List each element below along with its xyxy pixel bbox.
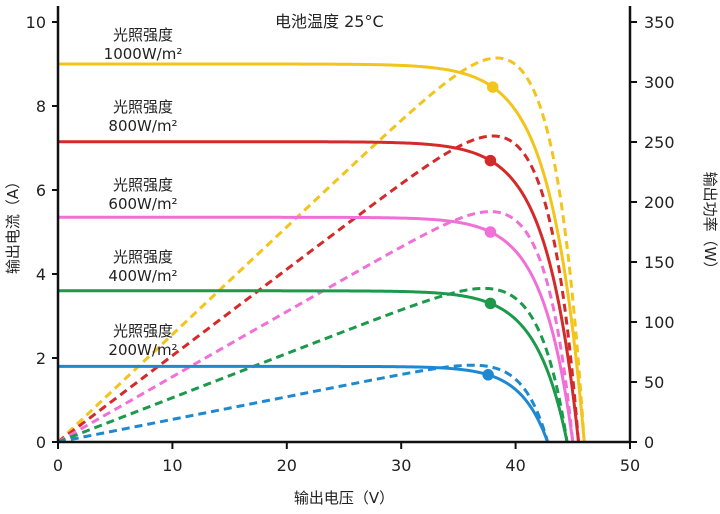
x-tick-label: 0 (53, 456, 63, 475)
y-right-tick-label: 250 (644, 133, 675, 152)
mpp-marker (484, 297, 497, 310)
mpp-marker (482, 369, 494, 381)
y-right-tick-label: 0 (644, 433, 654, 452)
irradiance-label-title: 光照强度 (113, 176, 173, 194)
y-right-tick-label: 100 (644, 313, 675, 332)
y-left-tick-label: 2 (36, 349, 46, 368)
power-curve (57, 134, 581, 444)
y-left-tick-label: 10 (26, 13, 46, 32)
irradiance-label-value: 200W/m² (108, 341, 177, 359)
left-axis-title: 输出电流（A） (4, 174, 22, 274)
series-5 (57, 363, 550, 444)
series-layer (56, 56, 586, 444)
y-right-tick-label: 300 (644, 73, 675, 92)
irradiance-label-value: 400W/m² (108, 267, 177, 285)
x-tick-label: 30 (391, 456, 411, 475)
labels-layer: 光照强度1000W/m²光照强度800W/m²光照强度600W/m²光照强度40… (104, 26, 183, 359)
series-2 (57, 134, 581, 444)
y-right-tick-label: 350 (644, 13, 675, 32)
y-right-tick-label: 150 (644, 253, 675, 272)
power-curve (56, 56, 586, 444)
x-tick-label: 40 (505, 456, 525, 475)
irradiance-label-value: 600W/m² (108, 195, 177, 213)
x-tick-label: 10 (162, 456, 182, 475)
irradiance-label-value: 800W/m² (108, 117, 177, 135)
y-left-tick-label: 6 (36, 181, 46, 200)
x-tick-label: 20 (277, 456, 297, 475)
y-left-tick-label: 0 (36, 433, 46, 452)
series-4 (57, 286, 569, 444)
series-3 (57, 210, 575, 444)
chart-title: 电池温度 25°C (275, 12, 384, 31)
right-axis-title: 输出功率（W） (701, 172, 719, 277)
power-curve (57, 363, 550, 444)
x-tick-label: 50 (620, 456, 640, 475)
mpp-marker (486, 81, 499, 93)
current-curve (58, 289, 569, 443)
irradiance-label-title: 光照强度 (113, 26, 173, 44)
irradiance-label-title: 光照强度 (113, 98, 173, 116)
irradiance-label-title: 光照强度 (113, 248, 173, 266)
current-curve (58, 364, 550, 443)
series-1 (56, 56, 586, 444)
irradiance-label-title: 光照强度 (113, 322, 173, 340)
power-curve (57, 210, 575, 444)
irradiance-label-value: 1000W/m² (104, 45, 183, 63)
y-left-tick-label: 4 (36, 265, 46, 284)
mpp-marker (484, 154, 497, 167)
y-right-tick-label: 50 (644, 373, 664, 392)
y-left-tick-label: 8 (36, 97, 46, 116)
mpp-marker (484, 226, 497, 238)
x-axis-title: 输出电压（V） (294, 489, 394, 507)
y-right-tick-label: 200 (644, 193, 675, 212)
axes-layer (56, 6, 632, 444)
